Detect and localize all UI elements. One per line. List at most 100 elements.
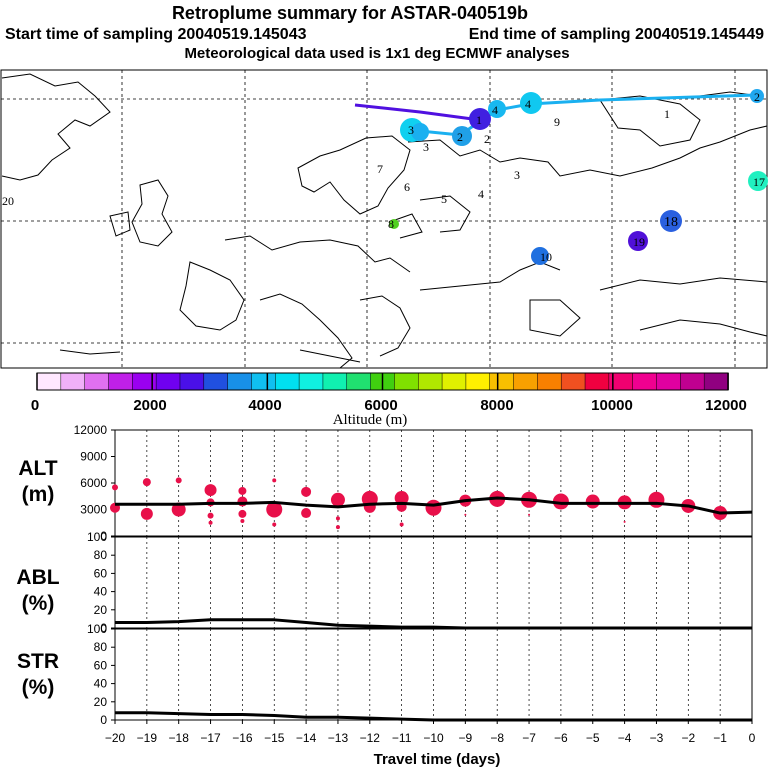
altitude-marker [140, 507, 153, 520]
altitude-marker [528, 513, 531, 516]
colorbar-swatch [584, 372, 610, 391]
colorbar-tick-label: 6000 [364, 397, 397, 414]
plume-clusters [389, 89, 768, 265]
colorbar-swatch [84, 372, 110, 391]
plume-cluster [520, 92, 542, 114]
altitude-marker [301, 486, 312, 497]
day-label: 17 [753, 175, 765, 189]
colorbar-swatch [394, 372, 419, 391]
plume-cluster [660, 210, 682, 232]
alt-panel-label-line2: (m) [22, 483, 55, 506]
y-tick-label: 3000 [80, 503, 107, 517]
altitude-marker [207, 512, 214, 519]
colorbar-swatch [441, 372, 467, 391]
altitude-marker [112, 484, 118, 491]
y-tick-label: 12000 [74, 423, 108, 437]
panel-labels: ALT (m) ABL (%) STR (%) [16, 457, 59, 699]
day-label: 6 [404, 180, 410, 194]
x-tick-label: −4 [618, 731, 632, 745]
altitude-marker [301, 508, 312, 519]
day-label: 2 [457, 130, 463, 144]
y-tick-label: 40 [94, 677, 108, 691]
day-label: 19 [633, 235, 645, 249]
altitude-marker [394, 491, 409, 506]
x-tick-label: −3 [650, 731, 664, 745]
colorbar-swatch [417, 372, 443, 391]
y-tick-label: 100 [87, 622, 107, 636]
colorbar-swatch [632, 372, 658, 391]
time-series-panels: 0300060009000120000204060801000204060801… [74, 423, 756, 745]
colorbar-swatch [537, 372, 562, 391]
altitude-marker [175, 477, 182, 484]
y-tick-label: 0 [100, 621, 107, 635]
x-tick-label: −16 [232, 731, 253, 745]
colorbar-swatch [227, 372, 253, 391]
str-panel-label-line2: (%) [22, 676, 55, 699]
colorbar-swatch [322, 372, 348, 391]
x-tick-label: −15 [264, 731, 285, 745]
x-tick-label: −14 [296, 731, 317, 745]
trajectory-lines [354, 93, 758, 137]
map-frame [0, 69, 768, 369]
colorbar-swatch [560, 372, 586, 391]
x-tick-label: −10 [423, 731, 444, 745]
y-tick-label: 60 [94, 658, 108, 672]
x-tick-label: −12 [360, 731, 381, 745]
day-label: 2 [754, 90, 760, 104]
colorbar-swatch [489, 372, 515, 391]
day-label: 4 [525, 97, 531, 111]
altitude-marker [335, 525, 340, 530]
day-label: 3 [514, 168, 520, 182]
trajectory-line-near [409, 93, 758, 137]
colorbar-tick-label: 4000 [248, 397, 281, 414]
map-panel: 20 19 18 17 9 8 7 6 5 4 4 4 3 3 3 2 2 2 … [0, 69, 768, 369]
day-label: 4 [492, 103, 498, 117]
y-tick-label: 80 [94, 548, 108, 562]
colorbar-tick-label: 10000 [591, 397, 633, 414]
plume-cluster [628, 231, 648, 251]
altitude-marker [585, 494, 600, 509]
met-data-label: Meteorological data used is 1x1 deg ECMW… [184, 45, 569, 62]
colorbar-swatch [132, 372, 157, 391]
day-label: 5 [441, 192, 447, 206]
y-tick-label: 20 [94, 603, 108, 617]
plume-cluster [469, 108, 491, 130]
plume-cluster [411, 123, 429, 141]
end-time-label: End time of sampling 20040519.145449 [469, 26, 764, 43]
colorbar-swatch [298, 372, 324, 391]
x-tick-label: −2 [681, 731, 695, 745]
colorbar-tick-label: 2000 [133, 397, 166, 414]
colorbar-swatch [513, 372, 539, 391]
day-label: 9 [554, 115, 560, 129]
colorbar-title: Altitude (m) [333, 412, 408, 428]
altitude-marker [330, 492, 345, 507]
abl-panel-label-line2: (%) [22, 592, 55, 615]
abl-line [115, 618, 752, 630]
y-tick-label: 40 [94, 585, 108, 599]
panel-frame [114, 429, 753, 537]
figure-title: Retroplume summary for ASTAR-040519b [172, 3, 528, 23]
altitude-marker [238, 486, 247, 495]
colorbar-swatch [680, 372, 705, 391]
plume-cluster [750, 89, 764, 103]
y-tick-label: 9000 [80, 450, 107, 464]
y-tick-label: 0 [100, 713, 107, 727]
altitude-marker [272, 478, 277, 483]
panel-alt: 0 3000 6000 9000 12000 [74, 423, 753, 543]
x-tick-label: 0 [749, 731, 756, 745]
colorbar-swatch [465, 372, 491, 391]
panel-abl: 0 20 40 60 80 100 [87, 530, 753, 635]
day-label: 3 [423, 140, 429, 154]
colorbar-swatch [275, 372, 300, 391]
colorbar-tick-label: 12000 [705, 397, 747, 414]
mean-altitude-line [115, 496, 753, 515]
day-label: 2 [484, 132, 490, 146]
plume-cluster [531, 247, 549, 265]
x-tick-label: −5 [586, 731, 600, 745]
altitude-marker [272, 522, 277, 527]
colorbar-swatch [36, 372, 62, 391]
x-tick-label: −1 [713, 731, 727, 745]
colorbar-swatch [656, 372, 682, 391]
y-tick-label: 20 [94, 695, 108, 709]
day-label: 7 [377, 162, 383, 176]
